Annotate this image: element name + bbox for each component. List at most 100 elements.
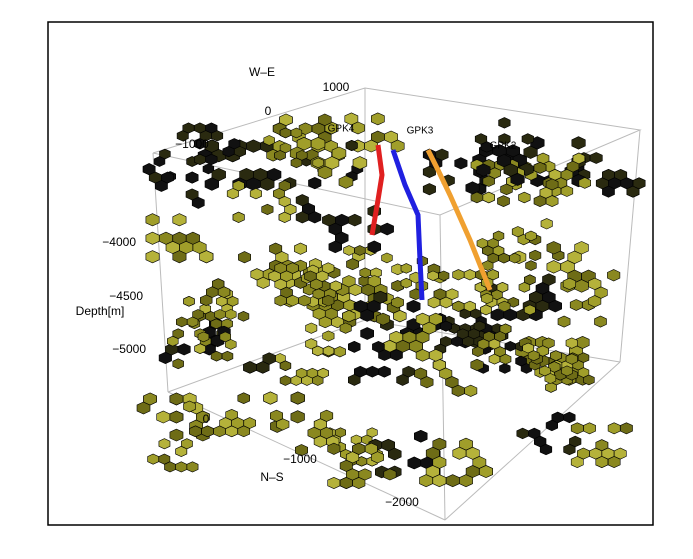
- fracture-cell: [347, 340, 361, 353]
- fracture-cell: [570, 456, 584, 469]
- fracture-cell: [274, 150, 286, 161]
- fracture-cell: [578, 177, 592, 189]
- fracture-cell: [225, 309, 237, 320]
- fracture-cell: [294, 444, 309, 457]
- fracture-cell: [246, 139, 261, 153]
- fracture-cell: [518, 281, 531, 293]
- fracture-cell: [185, 171, 199, 184]
- fracture-cell: [210, 350, 223, 362]
- fracture-cell: [490, 308, 505, 322]
- axis-label: W–E: [249, 65, 275, 79]
- fracture-cell: [148, 171, 162, 184]
- fracture-cell: [380, 222, 394, 236]
- fracture-cell: [201, 425, 214, 438]
- fracture-cell: [222, 146, 235, 158]
- fracture-cell: [298, 294, 311, 307]
- fracture-cell: [308, 177, 322, 190]
- fracture-cell: [249, 188, 262, 200]
- fracture-cell: [479, 465, 493, 478]
- fracture-cell: [348, 213, 362, 227]
- fracture-cell: [185, 188, 199, 201]
- fracture-cell: [422, 165, 436, 179]
- fracture-cell: [238, 251, 251, 264]
- fracture-cell: [432, 358, 446, 372]
- fracture-cell: [199, 130, 212, 142]
- fracture-cell: [331, 146, 347, 161]
- fracture-cell: [452, 446, 467, 460]
- tick-label: 0: [265, 104, 272, 118]
- fracture-cell: [575, 335, 590, 349]
- fracture-cell: [295, 367, 308, 379]
- tick-label: −2000: [385, 495, 419, 509]
- fracture-cell: [294, 242, 308, 255]
- fracture-cell: [310, 136, 326, 151]
- fracture-cell: [376, 312, 390, 326]
- fracture-cell: [422, 183, 436, 196]
- fracture-cell: [367, 275, 382, 288]
- fracture-cell: [308, 211, 322, 224]
- fracture-cell: [438, 270, 450, 282]
- fracture-cell: [524, 304, 536, 316]
- fracture-cell: [290, 391, 305, 405]
- fracture-cell: [305, 338, 318, 350]
- fracture-cell: [169, 410, 184, 424]
- fracture-cell: [345, 468, 360, 481]
- fracture-cell: [352, 442, 366, 455]
- fracture-cell: [169, 392, 184, 406]
- fracture-cell: [400, 277, 412, 289]
- fracture-cell: [548, 168, 562, 181]
- fracture-cell: [202, 163, 215, 175]
- fracture-cell: [183, 400, 196, 413]
- fracture-cell: [533, 435, 547, 448]
- fracture-cell: [428, 312, 443, 326]
- fracture-cell: [550, 350, 562, 362]
- fracture-cell: [525, 260, 537, 271]
- fracture-cell: [527, 350, 540, 362]
- fracture-cell: [145, 213, 160, 227]
- fracture-cell: [196, 410, 210, 424]
- fracture-cell: [463, 269, 476, 281]
- fracture-cell: [360, 327, 375, 340]
- fracture-cell: [373, 290, 388, 304]
- fracture-cell: [261, 203, 274, 216]
- fracture-cell: [545, 195, 559, 208]
- fracture-cell: [468, 328, 480, 340]
- fracture-cell: [464, 384, 478, 397]
- fracture-cell: [359, 267, 371, 279]
- fracture-cell: [563, 411, 576, 424]
- fracture-cell: [342, 275, 356, 288]
- fracture-cell: [589, 152, 603, 164]
- fracture-cell: [445, 288, 459, 301]
- fracture-cell: [588, 295, 602, 308]
- fracture-cell: [358, 468, 372, 481]
- fracture-cell: [545, 419, 559, 432]
- fracture-cell: [279, 360, 292, 372]
- tick-label: −4500: [109, 289, 143, 303]
- fracture-cell: [176, 316, 188, 328]
- fracture-cell: [498, 117, 511, 129]
- fracture-cell: [200, 294, 213, 307]
- fracture-cell: [482, 191, 495, 204]
- fracture-cell: [396, 374, 409, 386]
- fracture-cell: [588, 277, 602, 291]
- fracture-cell: [583, 422, 596, 435]
- fracture-cell: [237, 392, 250, 405]
- tick-label: 0: [203, 412, 210, 426]
- fracture-cell: [366, 427, 378, 438]
- fracture-cell: [295, 194, 309, 207]
- fracture-cell: [463, 300, 476, 312]
- fracture-cell: [570, 422, 584, 435]
- fracture-cell: [214, 309, 226, 320]
- fracture-cell: [175, 461, 188, 473]
- fracture-cell: [343, 245, 355, 256]
- fracture-cell: [474, 133, 488, 145]
- fracture-cell: [518, 191, 531, 204]
- fracture-cell: [327, 476, 341, 490]
- fracture-cell: [415, 330, 430, 344]
- fracture-cell: [172, 358, 184, 370]
- fracture-cell: [607, 269, 621, 282]
- fracture-cell: [338, 175, 354, 189]
- fracture-cell: [318, 113, 332, 127]
- axis-label: N–S: [260, 470, 283, 484]
- fracture-cell: [571, 136, 586, 150]
